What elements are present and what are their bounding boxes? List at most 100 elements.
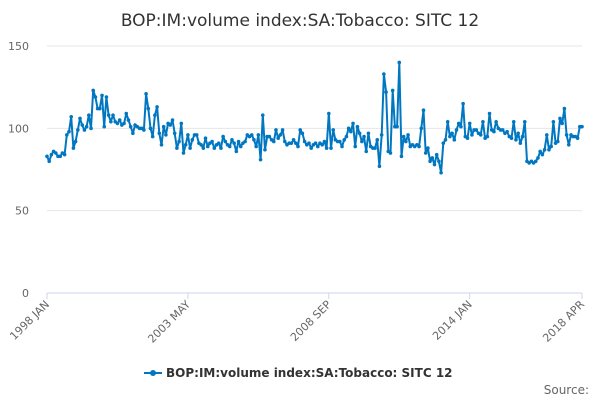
data-point[interactable] [291, 138, 296, 142]
data-point[interactable] [188, 146, 192, 150]
data-point[interactable] [340, 144, 344, 149]
data-point[interactable] [445, 119, 450, 124]
data-point[interactable] [487, 111, 492, 116]
data-point[interactable] [298, 128, 302, 132]
data-point[interactable] [153, 113, 157, 117]
data-point[interactable] [84, 124, 89, 129]
data-point[interactable] [128, 124, 133, 129]
data-point[interactable] [406, 133, 410, 137]
legend-label[interactable]: BOP:IM:volume index:SA:Tobacco: SITC 12 [166, 366, 453, 380]
legend[interactable]: BOP:IM:volume index:SA:Tobacco: SITC 12 [144, 366, 453, 380]
data-point[interactable] [179, 121, 184, 126]
data-point[interactable] [307, 141, 311, 145]
data-point[interactable] [373, 146, 377, 150]
data-point[interactable] [560, 121, 564, 126]
data-point[interactable] [205, 144, 210, 149]
data-point[interactable] [212, 146, 217, 150]
data-point[interactable] [485, 134, 490, 139]
data-point[interactable] [181, 151, 186, 155]
data-point[interactable] [159, 143, 164, 147]
data-point[interactable] [399, 154, 404, 159]
data-point[interactable] [102, 124, 107, 129]
data-point[interactable] [518, 141, 523, 145]
data-point[interactable] [106, 113, 111, 117]
data-point[interactable] [172, 131, 177, 136]
data-point[interactable] [430, 156, 435, 160]
data-point[interactable] [452, 138, 457, 142]
data-point[interactable] [547, 147, 551, 152]
data-point[interactable] [536, 156, 540, 160]
data-point[interactable] [65, 133, 69, 137]
data-point[interactable] [274, 128, 278, 132]
data-point[interactable] [199, 143, 203, 147]
data-point[interactable] [45, 154, 49, 159]
data-point[interactable] [379, 133, 384, 137]
data-point[interactable] [366, 131, 371, 136]
data-point[interactable] [346, 126, 351, 131]
data-point[interactable] [514, 138, 518, 142]
data-point[interactable] [194, 133, 199, 137]
data-point[interactable] [397, 60, 402, 65]
data-point[interactable] [575, 136, 580, 141]
data-point[interactable] [349, 129, 353, 134]
data-point[interactable] [126, 118, 131, 122]
data-point[interactable] [263, 147, 267, 152]
data-point[interactable] [67, 129, 71, 134]
data-point[interactable] [450, 131, 454, 136]
data-point[interactable] [131, 131, 135, 136]
data-point[interactable] [417, 144, 421, 149]
data-point[interactable] [384, 90, 388, 94]
data-point[interactable] [481, 119, 485, 124]
data-point[interactable] [309, 146, 313, 150]
data-point[interactable] [219, 146, 223, 150]
data-point[interactable] [401, 134, 406, 139]
data-point[interactable] [441, 141, 446, 145]
data-point[interactable] [456, 121, 461, 126]
data-point[interactable] [467, 121, 472, 126]
data-point[interactable] [351, 121, 355, 126]
data-point[interactable] [183, 143, 188, 147]
data-point[interactable] [511, 119, 516, 124]
data-point[interactable] [150, 134, 155, 139]
data-point[interactable] [331, 128, 336, 132]
data-point[interactable] [175, 146, 179, 150]
data-point[interactable] [432, 162, 437, 167]
data-point[interactable] [296, 144, 300, 149]
data-point[interactable] [540, 152, 545, 157]
data-point[interactable] [562, 106, 567, 111]
data-point[interactable] [377, 164, 382, 169]
data-point[interactable] [177, 139, 181, 144]
data-point[interactable] [271, 139, 276, 144]
data-point[interactable] [580, 124, 584, 129]
data-point[interactable] [87, 113, 91, 117]
data-point[interactable] [232, 141, 236, 145]
data-point[interactable] [164, 133, 168, 137]
data-point[interactable] [280, 128, 285, 132]
data-point[interactable] [293, 141, 298, 145]
data-point[interactable] [492, 129, 496, 134]
data-point[interactable] [47, 159, 52, 164]
data-point[interactable] [258, 157, 263, 162]
data-point[interactable] [459, 124, 463, 129]
data-point[interactable] [80, 123, 85, 127]
data-point[interactable] [316, 144, 320, 149]
data-point[interactable] [355, 124, 360, 129]
data-point[interactable] [49, 152, 54, 157]
data-point[interactable] [437, 159, 441, 164]
data-point[interactable] [144, 91, 148, 96]
data-point[interactable] [234, 149, 239, 154]
data-point[interactable] [542, 147, 547, 152]
data-point[interactable] [448, 134, 452, 139]
data-point[interactable] [426, 146, 430, 150]
data-point[interactable] [390, 88, 395, 93]
data-point[interactable] [142, 128, 146, 132]
data-point[interactable] [89, 126, 93, 131]
data-point[interactable] [478, 133, 483, 137]
data-point[interactable] [91, 88, 96, 93]
data-point[interactable] [100, 93, 104, 98]
data-point[interactable] [362, 134, 366, 139]
data-point[interactable] [190, 138, 195, 142]
data-point[interactable] [313, 141, 318, 145]
data-point[interactable] [322, 139, 327, 144]
data-point[interactable] [302, 139, 307, 144]
